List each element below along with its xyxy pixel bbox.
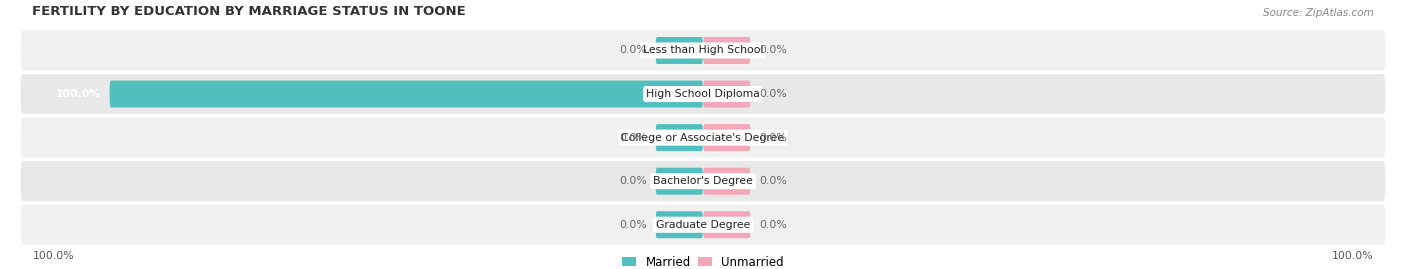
Text: 0.0%: 0.0% (759, 133, 787, 143)
FancyBboxPatch shape (703, 211, 751, 238)
Text: 0.0%: 0.0% (619, 176, 647, 186)
Text: FERTILITY BY EDUCATION BY MARRIAGE STATUS IN TOONE: FERTILITY BY EDUCATION BY MARRIAGE STATU… (32, 5, 467, 18)
Text: 100.0%: 100.0% (1331, 251, 1374, 261)
FancyBboxPatch shape (21, 118, 1385, 158)
Text: Bachelor's Degree: Bachelor's Degree (652, 176, 754, 186)
Text: Graduate Degree: Graduate Degree (655, 220, 751, 230)
Text: Less than High School: Less than High School (643, 45, 763, 55)
Text: 0.0%: 0.0% (759, 220, 787, 230)
Text: 0.0%: 0.0% (759, 89, 787, 99)
Text: 0.0%: 0.0% (759, 176, 787, 186)
FancyBboxPatch shape (655, 37, 703, 64)
FancyBboxPatch shape (655, 211, 703, 238)
Text: 100.0%: 100.0% (55, 89, 101, 99)
FancyBboxPatch shape (703, 80, 751, 108)
FancyBboxPatch shape (655, 124, 703, 151)
Text: 0.0%: 0.0% (619, 220, 647, 230)
FancyBboxPatch shape (655, 168, 703, 195)
FancyBboxPatch shape (703, 124, 751, 151)
Text: Source: ZipAtlas.com: Source: ZipAtlas.com (1263, 8, 1374, 18)
Legend: Married, Unmarried: Married, Unmarried (621, 256, 785, 269)
Text: High School Diploma: High School Diploma (647, 89, 759, 99)
Text: 0.0%: 0.0% (759, 45, 787, 55)
Text: 0.0%: 0.0% (619, 45, 647, 55)
FancyBboxPatch shape (21, 161, 1385, 201)
FancyBboxPatch shape (21, 74, 1385, 114)
FancyBboxPatch shape (703, 168, 751, 195)
Text: College or Associate's Degree: College or Associate's Degree (621, 133, 785, 143)
FancyBboxPatch shape (21, 30, 1385, 70)
Text: 100.0%: 100.0% (32, 251, 75, 261)
FancyBboxPatch shape (110, 80, 703, 108)
FancyBboxPatch shape (21, 205, 1385, 245)
Text: 0.0%: 0.0% (619, 133, 647, 143)
FancyBboxPatch shape (703, 37, 751, 64)
